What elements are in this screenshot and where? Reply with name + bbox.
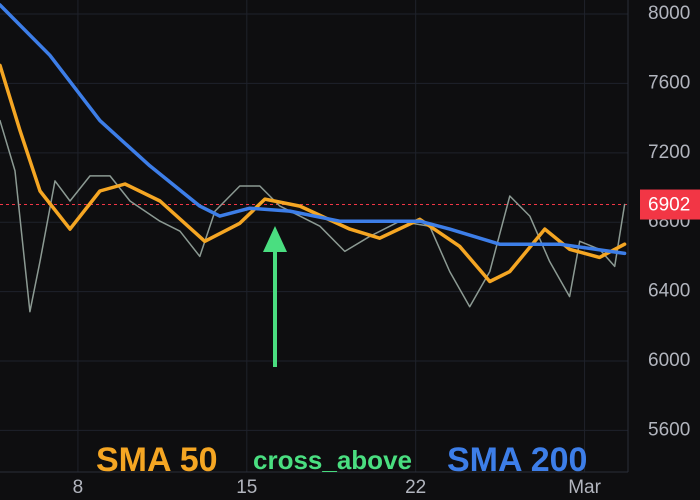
series-line xyxy=(0,3,627,256)
x-tick-label: Mar xyxy=(568,477,601,498)
arrow-head xyxy=(263,226,287,252)
y-tick-label: 5600 xyxy=(648,419,690,440)
legend: SMA 50 cross_above SMA 200 xyxy=(96,441,587,479)
x-tick-label: 8 xyxy=(73,477,84,498)
plot-area xyxy=(0,3,628,313)
y-tick-label: 6400 xyxy=(648,281,690,302)
last-price-box xyxy=(640,189,700,220)
series-line xyxy=(0,63,627,284)
y-tick-label: 7600 xyxy=(648,72,690,93)
last-price-label: 6902 xyxy=(648,195,690,216)
legend-label: SMA 200 xyxy=(447,441,587,479)
grid xyxy=(0,0,628,472)
legend-label: SMA 50 xyxy=(96,441,218,479)
x-tick-label: 22 xyxy=(405,477,426,498)
cross-arrow xyxy=(263,226,287,367)
x-tick-label: 15 xyxy=(236,477,257,498)
annotation-label: cross_above xyxy=(253,445,412,475)
y-tick-label: 8000 xyxy=(648,3,690,24)
y-tick-label: 7200 xyxy=(648,142,690,163)
y-tick-label: 6000 xyxy=(648,350,690,371)
series-line xyxy=(0,119,626,313)
